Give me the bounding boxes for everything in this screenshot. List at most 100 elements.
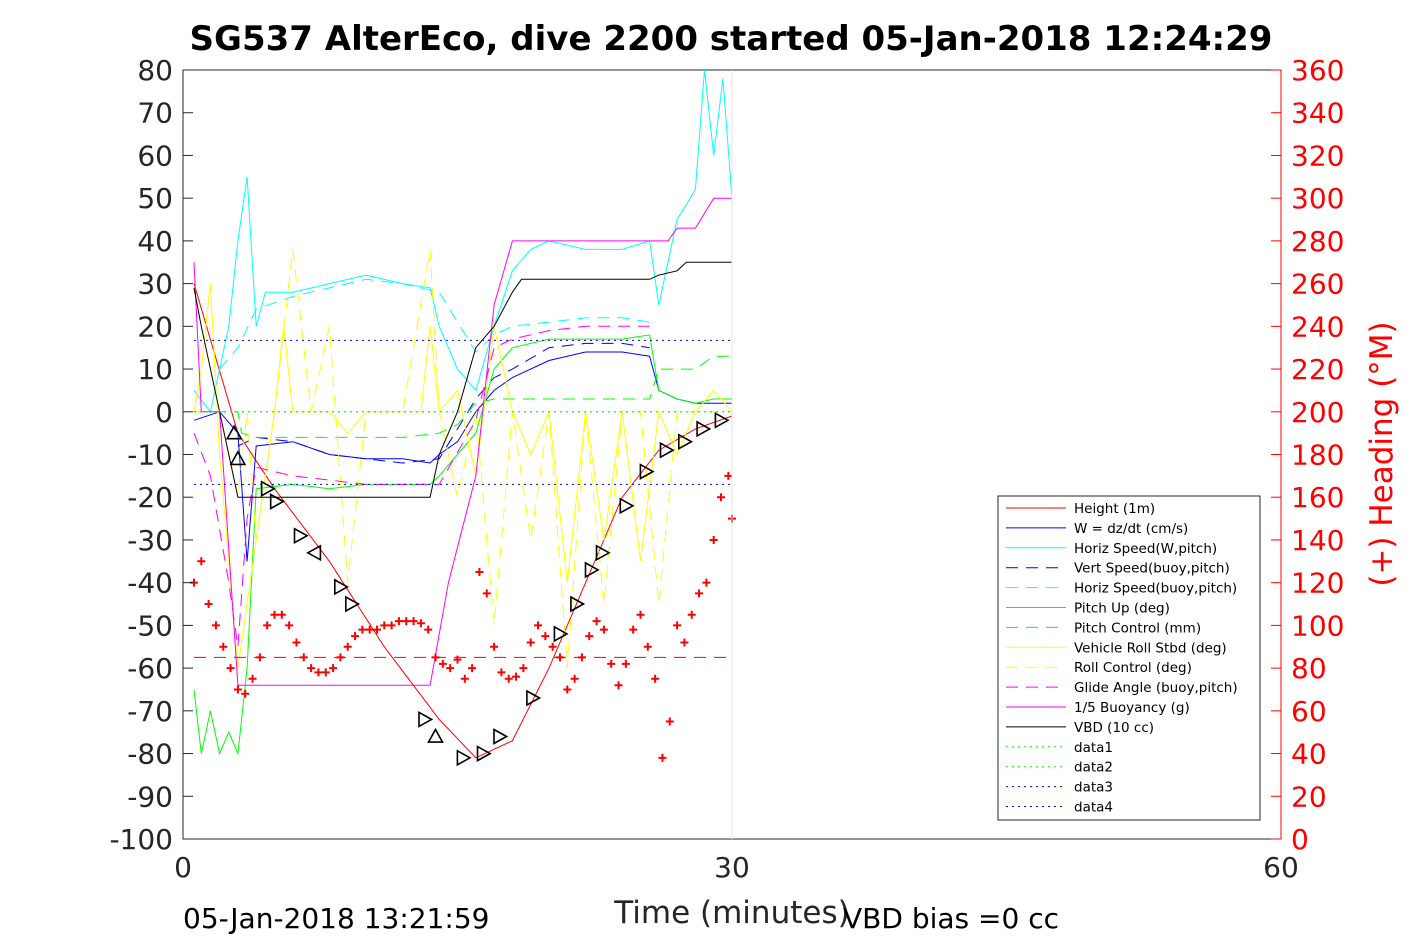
heading-point [431,653,440,662]
heading-point [372,625,381,634]
triangle-marker [293,527,309,545]
y-tick-label: 20 [137,310,173,343]
heading-point [255,653,264,662]
heading-group [189,471,736,762]
y2-tick-label: 220 [1291,353,1344,386]
triangle-marker [570,595,586,613]
heading-point [402,617,411,626]
y-tick-label: -100 [109,823,173,856]
x-tick-label: 0 [174,851,192,884]
triangle-marker [584,561,600,579]
heading-point [599,625,608,634]
triangle-marker [493,728,509,745]
y-tick-label: -70 [127,695,173,728]
triangle-marker [456,749,472,767]
legend-label: Horiz Speed(W,pitch) [1074,541,1217,557]
triangle-marker [696,420,712,438]
heading-point [636,610,645,619]
heading-point [717,493,726,502]
y-tick-label: -10 [127,439,173,472]
legend-label: VBD (10 cc) [1074,720,1154,736]
heading-point [680,638,689,647]
y-tick-label: -80 [127,738,173,771]
legend-label: Pitch Up (deg) [1074,601,1170,617]
y2-tick-label: 80 [1291,652,1327,685]
legend-label: data4 [1074,800,1113,816]
y-tick-label: 80 [137,54,173,87]
heading-point [329,664,338,673]
y-tick-label: 70 [137,97,173,130]
legend-label: 1/5 Buoyancy (g) [1074,700,1190,716]
series-line-horiz-speed-w-pitch [193,69,733,413]
legend-label: Vehicle Roll Stbd (deg) [1074,640,1227,656]
y2-tick-label: 40 [1291,738,1327,771]
heading-point [665,717,674,726]
heading-point [702,578,711,587]
y2-tick-label: 20 [1291,780,1327,813]
legend-box [997,495,1261,821]
heading-point [197,557,206,566]
y-tick-label: 50 [137,182,173,215]
y2-tick-label: 240 [1291,310,1344,343]
y2-tick-label: 340 [1291,97,1344,130]
triangle-marker [225,424,243,440]
heading-point [277,610,286,619]
heading-point [512,672,521,681]
heading-point [592,617,601,626]
heading-point [416,619,425,628]
heading-point [343,642,352,651]
triangle-marker [333,578,350,596]
heading-point [651,674,660,683]
heading-point [299,653,308,662]
x-tick-label: 60 [1263,851,1299,884]
y2-tick-label: 280 [1291,225,1344,258]
marker-group [225,411,730,767]
legend-label: Glide Angle (buoy,pitch) [1074,680,1238,696]
y-tick-label: -60 [127,652,173,685]
heading-point [695,589,704,598]
y2-tick-label: 140 [1291,524,1344,557]
heading-point [438,659,447,668]
triangle-marker [526,689,542,707]
legend-label: W = dz/dt (cm/s) [1074,521,1188,537]
heading-point [219,642,228,651]
legend-label: Pitch Control (mm) [1074,620,1201,636]
y-tick-label: 60 [137,139,173,172]
triangle-marker [553,625,569,643]
heading-point [614,681,623,690]
heading-point [570,674,579,683]
triangle-marker [229,450,247,466]
heading-point [643,642,652,651]
legend-label: data2 [1074,760,1113,776]
y-tick-label: 0 [155,396,173,429]
heading-point [504,674,513,683]
triangle-marker [418,711,434,728]
footer-timestamp: 05-Jan-2018 13:21:59 [183,902,489,935]
heading-point [482,589,491,598]
heading-point [211,621,220,630]
triangle-marker [677,433,694,451]
heading-point [534,621,543,630]
heading-point [285,621,294,630]
heading-point [519,664,528,673]
right-axis-label: (+) Heading (°M) [1364,321,1400,586]
y-tick-label: -20 [127,481,173,514]
heading-point [541,632,550,641]
y-tick-label: 30 [137,268,173,301]
axes-group: -100-90-80-70-60-50-40-30-20-10010203040… [109,54,1344,884]
y2-tick-label: 300 [1291,182,1344,215]
heading-point [607,659,616,668]
heading-point [351,632,360,641]
triangle-marker [476,745,492,762]
y-tick-label: -30 [127,524,173,557]
y2-tick-label: 320 [1291,139,1344,172]
heading-point [453,655,462,664]
series-line-pitch-up-deg [193,334,732,756]
heading-point [226,664,235,673]
y2-tick-label: 100 [1291,609,1344,642]
y-tick-label: 40 [137,225,173,258]
y2-tick-label: 120 [1291,567,1344,600]
footer-vbd-bias: VBD bias =0 cc [843,902,1059,935]
heading-point [336,653,345,662]
heading-point [409,617,418,626]
